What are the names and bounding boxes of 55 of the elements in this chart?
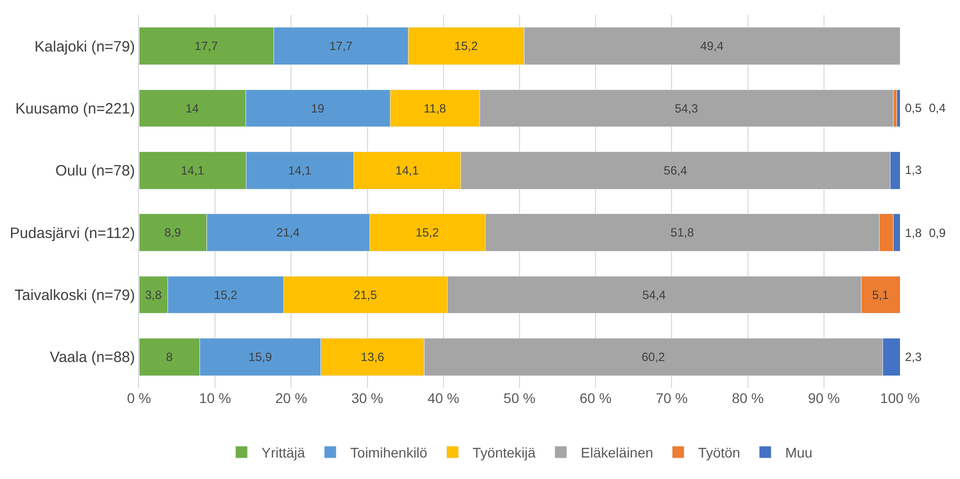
data-label: 11,8 <box>424 101 446 116</box>
legend-label: Työntekijä <box>472 444 536 461</box>
data-label: 8,9 <box>164 226 182 240</box>
data-label: 60,2 <box>642 350 666 364</box>
x-tick-label: 40 % <box>427 390 460 406</box>
data-label: 17,7 <box>329 39 353 54</box>
data-label: 54,4 <box>642 288 666 302</box>
x-tick-label: 90 % <box>808 390 840 406</box>
y-tick-label: Oulu (n=78) <box>55 162 135 180</box>
data-label: 1,8 <box>905 226 922 240</box>
legend-label: Toimihenkilö <box>350 444 428 461</box>
data-label: 54,3 <box>674 101 698 116</box>
y-tick-label: Kalajoki (n=79) <box>34 38 135 56</box>
data-label: 15,9 <box>248 350 272 364</box>
data-label: 14,1 <box>288 163 312 178</box>
x-tick-label: 100 % <box>880 390 920 406</box>
data-label: 15,2 <box>454 39 478 54</box>
data-label: 14 <box>185 101 200 116</box>
data-label: 21,5 <box>354 288 378 302</box>
data-label: 17,7 <box>194 39 218 54</box>
data-label: 1,3 <box>905 163 922 177</box>
x-tick-label: 60 % <box>580 390 612 406</box>
y-tick-label: Vaala (n=88) <box>50 349 135 366</box>
legend-label: Muu <box>785 444 812 461</box>
bar <box>896 89 900 128</box>
data-label: 2,3 <box>905 350 922 364</box>
x-tick-label: 0 % <box>126 390 152 406</box>
legend-label: Työtön <box>698 444 740 461</box>
y-tick-label: Taivalkoski (n=79) <box>14 287 136 304</box>
data-label: 13,6 <box>360 350 384 364</box>
data-label: 51,8 <box>670 226 694 240</box>
legend-label: Yrittäjä <box>262 444 306 461</box>
x-tick-label: 70 % <box>656 390 688 406</box>
x-tick-label: 10 % <box>199 390 232 406</box>
data-label: 0,4 <box>929 101 946 115</box>
data-label: 19 <box>311 101 325 116</box>
data-label: 0,5 <box>905 101 922 115</box>
data-label: 56,4 <box>664 163 688 178</box>
data-label: 3,8 <box>144 288 162 302</box>
data-label: 0,9 <box>929 226 946 240</box>
x-tick-label: 20 % <box>275 390 308 406</box>
legend-label: Eläkeläinen <box>580 444 654 461</box>
y-tick-label: Pudasjärvi (n=112) <box>10 224 135 242</box>
x-tick-label: 80 % <box>732 390 764 406</box>
data-label: 5,1 <box>872 288 890 302</box>
data-label: 14,1 <box>395 163 420 178</box>
data-label: 14,1 <box>180 163 204 178</box>
data-label: 49,4 <box>700 39 724 54</box>
data-label: 15,2 <box>214 288 238 302</box>
data-label: 8 <box>166 350 173 364</box>
x-tick-label: 50 % <box>504 390 536 406</box>
y-tick-label: Kuusamo (n=221) <box>15 100 136 118</box>
data-label: 21,4 <box>276 226 300 240</box>
x-tick-label: 30 % <box>351 390 384 406</box>
data-label: 15,2 <box>416 226 440 240</box>
